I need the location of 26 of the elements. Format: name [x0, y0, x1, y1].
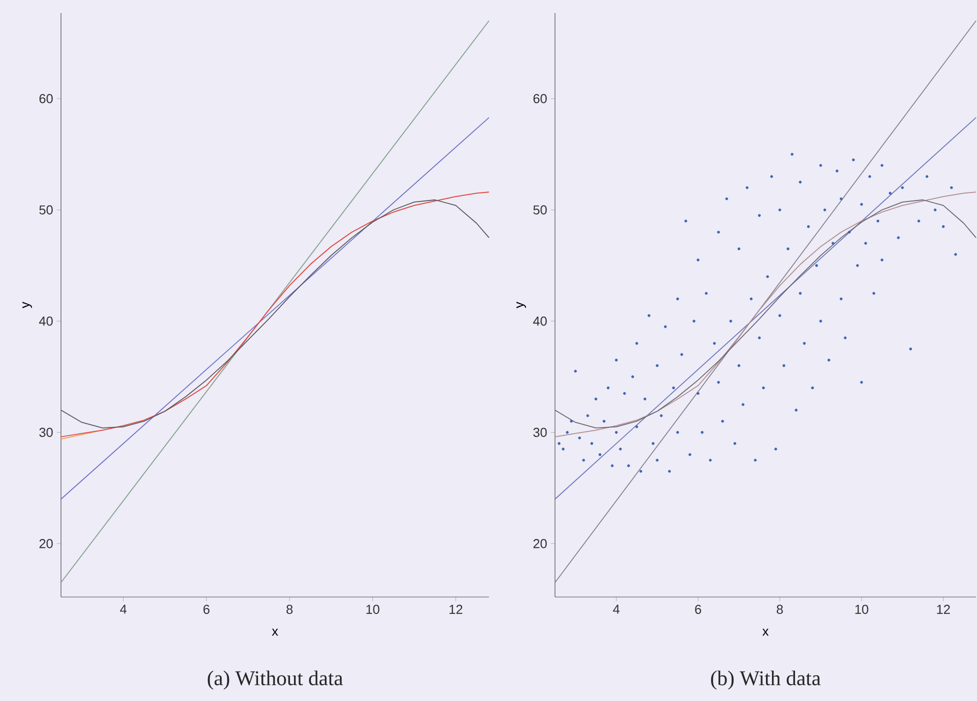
x-tick-label: 10 [366, 604, 380, 614]
text: (b) With data [711, 670, 821, 690]
x-tick-label: 8 [286, 604, 293, 614]
x-tick-label: 8 [776, 604, 783, 614]
x-tick-label: 12 [937, 604, 950, 614]
y-tick-label: 20 [39, 539, 53, 548]
y-tick-label: 40 [533, 316, 547, 326]
y-tick-label: 20 [533, 539, 547, 548]
x-axis-title: x [272, 628, 278, 636]
x-axis-title: x [762, 628, 769, 636]
y-tick-label: 40 [39, 316, 53, 326]
y-tick-label: 50 [39, 205, 53, 214]
x-tick-label: 6 [203, 604, 210, 614]
y-axis-title: y [516, 302, 526, 308]
y-tick-label: 50 [533, 205, 547, 214]
x-tick-label: 6 [695, 604, 702, 614]
y-tick-label: 30 [533, 428, 547, 437]
x-tick-label: 4 [120, 604, 127, 614]
y-tick-label: 30 [39, 428, 53, 437]
x-tick-label: 12 [450, 604, 462, 614]
x-tick-label: 4 [613, 604, 620, 614]
y-axis-title: y [22, 302, 32, 308]
y-tick-label: 60 [39, 94, 53, 104]
y-tick-label: 60 [533, 94, 547, 104]
x-tick-label: 10 [855, 604, 868, 614]
text: (a) Without data [208, 670, 343, 690]
